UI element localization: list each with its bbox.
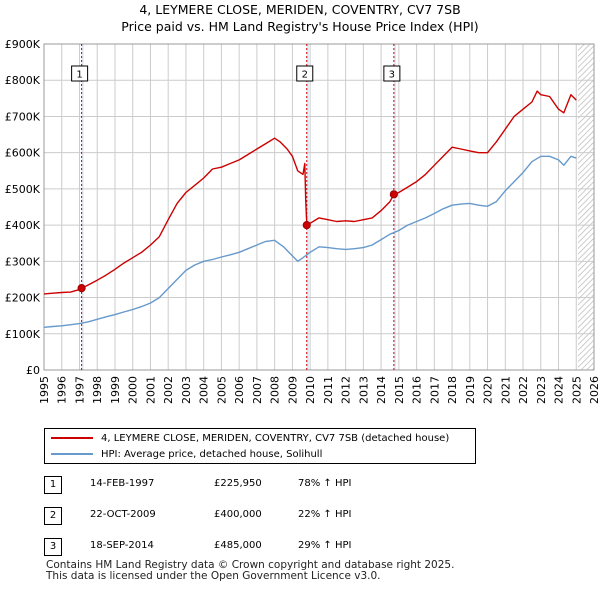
x-tick-label: 2019 [464,376,477,404]
price-chart: 1 2 3 £0 £100K £200K £300K £400K £500K £600K £700K… [5,38,600,404]
y-tick-label: £200K [5,292,41,305]
marker-label: 1 [76,70,82,81]
plot-border [43,43,595,371]
legend-item-property: 4, LEYMERE CLOSE, MERIDEN, COVENTRY, CV7… [51,431,449,445]
sale-date: 18-SEP-2014 [90,540,154,551]
x-tick-label: 2023 [535,376,548,404]
sale-date: 14-FEB-1997 [90,478,155,489]
x-tick-label: 2007 [251,376,264,404]
legend: 4, LEYMERE CLOSE, MERIDEN, COVENTRY, CV7… [44,428,476,464]
y-tick-label: £400K [5,219,41,232]
sale-row: 1 14-FEB-1997 £225,950 78% ↑ HPI [44,474,464,494]
sale-band [81,44,84,370]
legend-line-property [51,437,93,439]
marker-label-box [296,65,314,82]
footer: Contains HM Land Registry data © Crown c… [46,560,454,582]
x-tick-label: 2015 [393,376,406,404]
legend-label-property: 4, LEYMERE CLOSE, MERIDEN, COVENTRY, CV7… [101,432,450,444]
x-tick-label: 2024 [553,376,566,404]
footer-licence: This data is licensed under the Open Gov… [46,570,381,582]
sale-price: £225,950 [214,478,262,489]
sale-band [306,44,309,370]
sale-point [302,221,311,230]
sale-point [77,284,86,293]
chart-title: 4, LEYMERE CLOSE, MERIDEN, COVENTRY, CV7… [139,2,461,17]
sale-date: 22-OCT-2009 [90,509,156,520]
sale-price: £485,000 [214,540,262,551]
sale-row: 2 22-OCT-2009 £400,000 22% ↑ HPI [44,505,464,525]
sale-band [393,44,396,370]
x-tick-label: 2006 [233,376,246,404]
x-tick-label: 2016 [411,376,424,404]
legend-line-hpi [51,453,93,455]
x-tick-label: 1995 [38,376,51,404]
series-line-property [43,90,577,295]
y-tick-label: £800K [5,74,41,87]
x-tick-label: 2020 [482,376,495,404]
x-tick-label: 1998 [91,376,104,404]
x-tick-label: 2011 [322,376,335,404]
sale-number: 2 [44,507,62,525]
x-tick-label: 2003 [180,376,193,404]
x-tick-label: 1999 [109,376,122,404]
marker-label-box [383,65,401,82]
y-tick-label: £500K [5,183,41,196]
sale-point [389,190,398,199]
legend-label-hpi: HPI: Average price, detached house, Soli… [101,448,323,460]
y-tick-label: £600K [5,147,41,160]
x-tick-label: 1996 [56,376,69,404]
forecast-hatch [578,44,594,370]
x-tick-label: 2002 [162,376,175,404]
x-tick-label: 2001 [144,376,157,404]
sale-hpi-change: 22% ↑ HPI [298,509,352,520]
x-tick-label: 2021 [499,376,512,404]
x-tick-label: 2004 [198,376,211,404]
x-tick-label: 2026 [588,376,600,404]
y-tick-label: £100K [5,328,41,341]
x-tick-label: 2018 [446,376,459,404]
sale-number: 1 [44,476,62,494]
x-tick-label: 2014 [375,376,388,404]
sale-row: 3 18-SEP-2014 £485,000 29% ↑ HPI [44,536,464,556]
series-line-hpi [43,155,577,328]
y-tick-label: £300K [5,255,41,268]
x-tick-label: 1997 [73,376,86,404]
x-tick-label: 2000 [127,376,140,404]
x-tick-label: 2009 [286,376,299,404]
chart-subtitle: Price paid vs. HM Land Registry's House … [121,19,479,34]
sale-hpi-change: 78% ↑ HPI [298,478,352,489]
y-tick-label: £0 [26,364,40,377]
marker-label: 2 [302,70,308,81]
y-tick-label: £700K [5,110,41,123]
sale-number: 3 [44,538,62,556]
marker-label-box [71,65,89,82]
x-tick-label: 2013 [357,376,370,404]
footer-copyright: Contains HM Land Registry data © Crown c… [46,559,455,571]
x-tick-label: 2017 [428,376,441,404]
marker-label: 3 [389,70,395,81]
x-tick-label: 2025 [570,376,583,404]
legend-item-hpi: HPI: Average price, detached house, Soli… [51,447,322,461]
y-tick-label: £900K [5,38,41,51]
x-tick-label: 2010 [304,376,317,404]
x-tick-label: 2008 [269,376,282,404]
x-tick-label: 2022 [517,376,530,404]
x-tick-label: 2005 [215,376,228,404]
x-tick-label: 2012 [340,376,353,404]
sale-price: £400,000 [214,509,262,520]
sale-hpi-change: 29% ↑ HPI [298,540,352,551]
